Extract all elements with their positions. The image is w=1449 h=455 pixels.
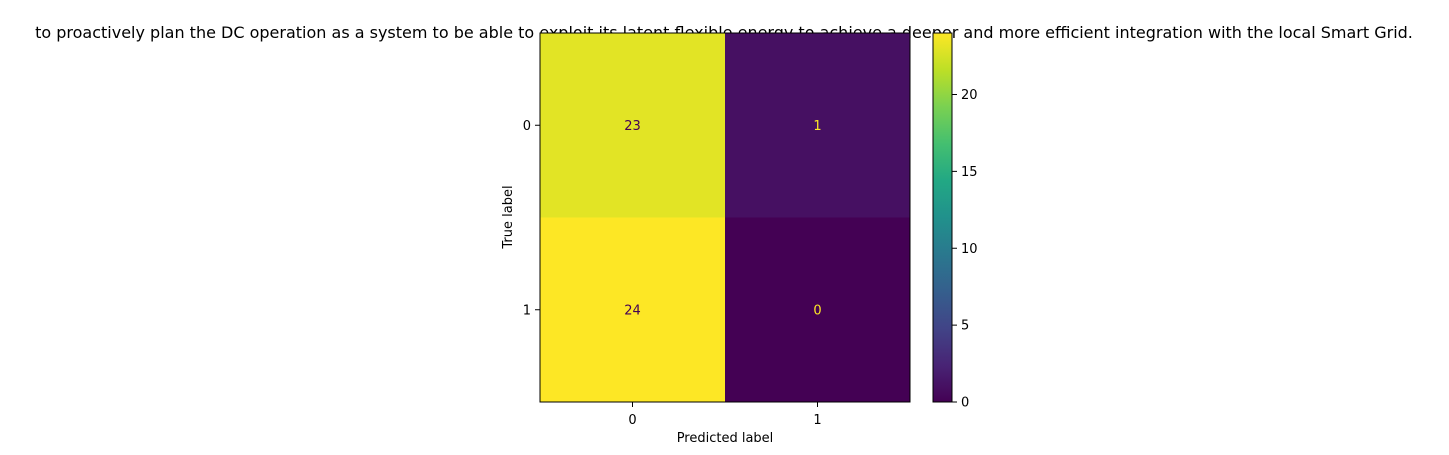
heatmap-cell-1-1 (725, 217, 911, 403)
y-tick-label: 1 (523, 303, 531, 318)
colorbar-tick-label: 20 (961, 88, 978, 103)
y-axis-ticks: 01 (523, 119, 540, 318)
colorbar-ticks: 0 5 10 15 20 (952, 88, 978, 411)
colorbar-tick-label: 0 (961, 396, 969, 411)
cell-value-0-0: 23 (624, 119, 641, 134)
x-axis-label: Predicted label (677, 431, 774, 446)
cell-value-0-1: 1 (813, 119, 821, 134)
cell-value-1-0: 24 (624, 303, 641, 318)
x-tick-label: 0 (628, 413, 636, 428)
heatmap-cell-0-0 (540, 33, 726, 218)
colorbar (932, 32, 953, 403)
colorbar-tick-label: 15 (961, 165, 978, 180)
heatmap-cell-labels: 23 1 24 0 (624, 119, 821, 319)
heatmap-cells (540, 33, 911, 403)
plot-frame (539, 32, 911, 403)
heatmap-cell-0-1 (725, 33, 911, 218)
heatmap-cell-1-0 (540, 217, 726, 403)
x-tick-label: 1 (813, 413, 821, 428)
colorbar-tick-label: 5 (961, 319, 969, 334)
y-axis-label: True label (501, 185, 516, 249)
colorbar-tick-label: 10 (961, 242, 978, 257)
y-tick-label: 0 (523, 119, 531, 134)
cell-value-1-1: 0 (813, 303, 821, 318)
